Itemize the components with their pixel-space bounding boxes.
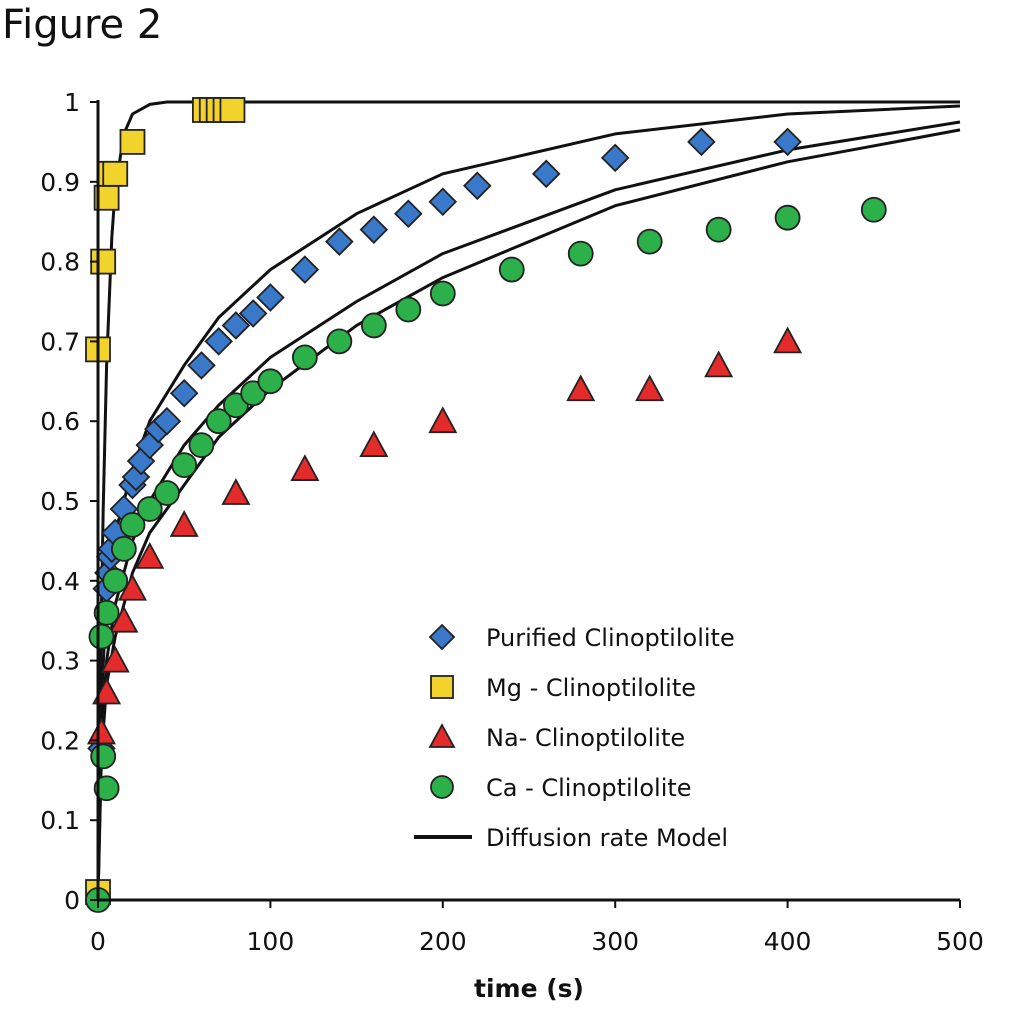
legend-marker-circle: [430, 775, 454, 799]
purified-clinoptilolite-point: [394, 199, 423, 228]
ca-clinoptilolite-point: [102, 567, 129, 594]
na-clinoptilolite-point: [86, 717, 116, 745]
ca-clinoptilolite-point: [291, 344, 318, 371]
purified-clinoptilolite-point: [463, 171, 492, 201]
mg-clinoptilolite-point: [219, 97, 246, 123]
purified-clinoptilolite-point: [238, 299, 268, 328]
figure-label: Figure 2: [2, 2, 163, 48]
na-clinoptilolite-point: [359, 430, 389, 458]
purified-clinoptilolite-point: [204, 327, 233, 356]
x-axis-label: time (s): [474, 974, 584, 1003]
ca-clinoptilolite-point: [395, 296, 422, 323]
na-clinoptilolite-point: [428, 406, 458, 434]
y-tick-label: 0.1: [40, 806, 80, 835]
na-clinoptilolite-point: [169, 510, 199, 537]
y-tick-label: 0.6: [40, 407, 80, 436]
ca-clinoptilolite-point: [705, 216, 732, 243]
ca-clinoptilolite-point: [93, 599, 120, 626]
ca-clinoptilolite-point: [636, 228, 663, 255]
ca-clinoptilolite-point: [119, 512, 146, 538]
model-curve: [96, 120, 961, 901]
ca-clinoptilolite-point: [360, 312, 387, 339]
mg-clinoptilolite-point: [119, 128, 146, 155]
na-clinoptilolite-point: [221, 478, 251, 505]
y-tick-label: 0.2: [40, 726, 80, 755]
ca-clinoptilolite-point: [188, 432, 215, 459]
x-tick-label: 300: [591, 927, 639, 956]
legend-marker-triangle: [428, 723, 456, 748]
purified-clinoptilolite-point: [256, 283, 285, 312]
na-clinoptilolite-point: [92, 677, 122, 705]
y-tick-label: 0.8: [40, 248, 80, 277]
legend-label: Ca - Clinoptilolite: [486, 774, 692, 802]
legend-label: Mg - Clinoptilolite: [486, 674, 696, 702]
na-clinoptilolite-point: [773, 326, 803, 354]
ca-clinoptilolite-point: [93, 775, 120, 802]
y-tick-label: 0.5: [40, 487, 80, 516]
ca-clinoptilolite-point: [88, 623, 115, 650]
na-clinoptilolite-point: [290, 454, 320, 481]
ca-clinoptilolite-point: [205, 408, 232, 435]
ca-clinoptilolite-point: [257, 368, 284, 395]
data-points: [85, 97, 887, 913]
na-clinoptilolite-point: [135, 541, 165, 569]
ca-clinoptilolite-point: [326, 328, 353, 355]
x-tick-label: 0: [90, 927, 106, 956]
ca-clinoptilolite-point: [429, 280, 456, 307]
purified-clinoptilolite-point: [325, 227, 354, 256]
x-tick-label: 200: [419, 927, 467, 956]
x-tick-label: 400: [764, 927, 812, 956]
ca-clinoptilolite-point: [110, 535, 137, 562]
legend: Purified Clinoptilolite Mg - Clinoptiloli…: [414, 623, 735, 852]
y-tick-label: 0: [64, 886, 80, 915]
y-tick-label: 1: [64, 88, 80, 117]
ca-clinoptilolite-point: [90, 743, 117, 770]
na-clinoptilolite-point: [566, 374, 596, 402]
x-tick-label: 100: [247, 927, 295, 956]
legend-label: Diffusion rate Model: [486, 824, 728, 852]
ca-clinoptilolite-point: [171, 452, 198, 478]
purified-clinoptilolite-point: [187, 351, 216, 380]
legend-marker-square: [430, 675, 454, 699]
y-tick-label: 0.3: [40, 647, 80, 676]
purified-clinoptilolite-point: [428, 187, 458, 217]
purified-clinoptilolite-point: [531, 159, 561, 189]
ca-clinoptilolite-point: [154, 480, 180, 506]
ca-clinoptilolite-point: [136, 496, 163, 522]
purified-clinoptilolite-point: [152, 406, 182, 436]
ca-clinoptilolite-point: [567, 240, 594, 267]
purified-clinoptilolite-point: [290, 255, 320, 284]
purified-clinoptilolite-point: [221, 311, 251, 340]
purified-clinoptilolite-point: [773, 127, 802, 157]
na-clinoptilolite-point: [100, 645, 130, 673]
legend-marker-diamond: [428, 623, 456, 651]
purified-clinoptilolite-point: [687, 127, 716, 157]
y-tick-label: 0.7: [40, 327, 80, 356]
x-tick-label: 500: [936, 927, 984, 956]
na-clinoptilolite-point: [635, 374, 665, 402]
y-tick-label: 0.4: [40, 567, 80, 596]
na-clinoptilolite-point: [704, 350, 734, 378]
legend-label: Na- Clinoptilolite: [486, 724, 685, 752]
mg-clinoptilolite-point: [102, 160, 129, 187]
ca-clinoptilolite-point: [498, 256, 525, 283]
model-curve: [96, 128, 961, 901]
purified-clinoptilolite-point: [600, 143, 630, 173]
ca-clinoptilolite-point: [774, 204, 801, 231]
y-tick-label: 0.9: [40, 168, 80, 197]
axes: 0 0.1 0.2 0.3 0.4 0.5 0.6 0.7 0.8 0.9 1 0 100 200 300 4…: [40, 88, 984, 956]
purified-clinoptilolite-point: [359, 215, 389, 244]
legend-label: Purified Clinoptilolite: [486, 624, 735, 652]
purified-clinoptilolite-point: [169, 378, 199, 408]
ca-clinoptilolite-point: [860, 196, 887, 223]
